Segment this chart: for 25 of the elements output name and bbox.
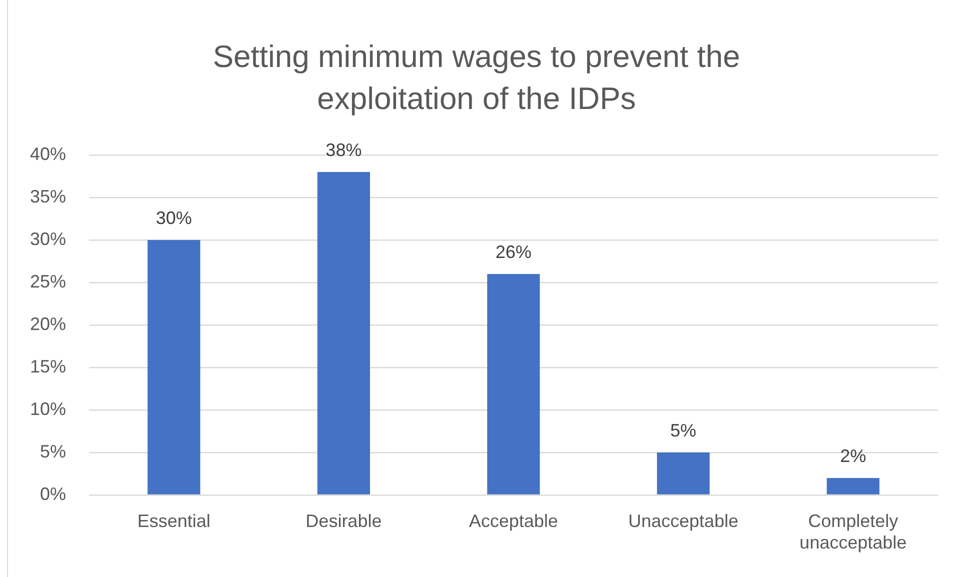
bar <box>317 172 370 494</box>
x-tick-label: Essential <box>137 510 210 531</box>
y-tick-label: 40% <box>30 144 66 164</box>
x-tick-label: Desirable <box>306 510 382 531</box>
bar <box>487 274 540 494</box>
y-tick-label: 10% <box>30 398 66 419</box>
y-tick-label: 5% <box>40 441 66 462</box>
chart-title: Setting minimum wages to prevent the exploitation of the IDPs <box>212 38 742 118</box>
data-label: 5% <box>670 420 696 440</box>
x-tick-label: Unacceptable <box>628 510 738 531</box>
data-label: 2% <box>840 446 866 466</box>
y-tick-label: 20% <box>30 314 66 334</box>
data-label: 38% <box>326 140 362 160</box>
y-tick-label: 15% <box>30 356 66 376</box>
bar <box>656 452 710 494</box>
data-label: 26% <box>495 242 532 262</box>
y-tick-label: 0% <box>40 484 66 504</box>
bar <box>826 478 880 494</box>
y-tick-label: 30% <box>30 228 66 249</box>
x-tick-label: Acceptable <box>468 510 558 531</box>
x-tick-label: Completely unacceptable <box>800 510 907 552</box>
y-tick-label: 25% <box>30 271 66 292</box>
data-label: 30% <box>156 208 192 228</box>
y-tick-label: 35% <box>30 186 66 206</box>
bar <box>148 240 200 494</box>
